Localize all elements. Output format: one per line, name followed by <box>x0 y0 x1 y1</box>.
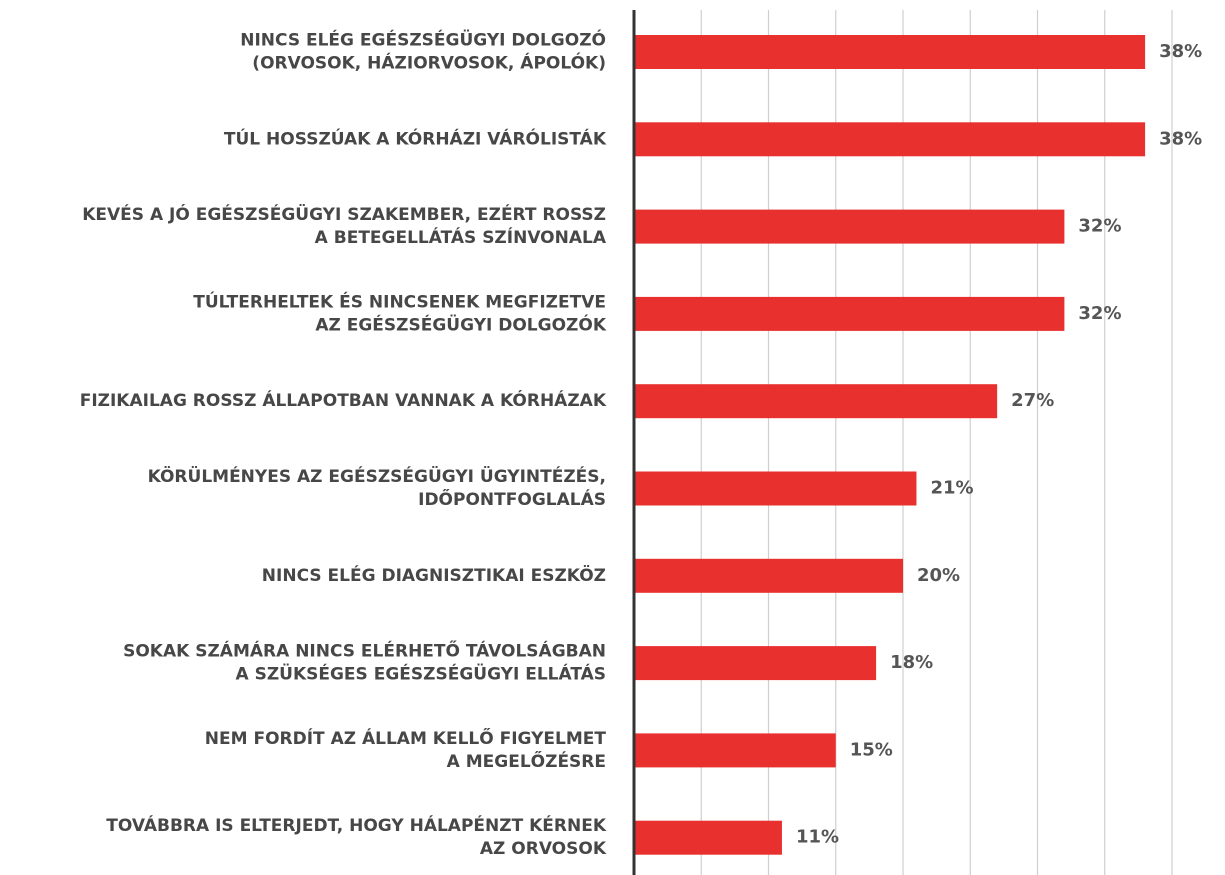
category-label: NINCS ELÉG EGÉSZSÉGÜGYI DOLGOZÓ (ORVOSOK,… <box>240 29 606 74</box>
bar <box>634 209 1065 244</box>
category-label: TÚLTERHELTEK ÉS NINCSENEK MEGFIZETVE AZ E… <box>193 290 607 335</box>
category-label: KEVÉS A JÓ EGÉSZSÉGÜGYI SZAKEMBER, EZÉRT… <box>82 203 607 248</box>
category-line: A SZÜKSÉGES EGÉSZSÉGÜGYI ELLÁTÁS <box>236 663 607 685</box>
category-line: IDŐPONTFOGLALÁS <box>418 488 606 510</box>
value-label: 32% <box>1078 216 1121 237</box>
category-line: TOVÁBBRA IS ELTERJEDT, HOGY HÁLAPÉNZT KÉ… <box>106 814 607 836</box>
value-label: 38% <box>1159 128 1202 149</box>
category-line: SOKAK SZÁMÁRA NINCS ELÉRHETŐ TÁVOLSÁGBAN <box>123 640 606 662</box>
category-line: A BETEGELLÁTÁS SZÍNVONALA <box>315 226 607 248</box>
bar <box>634 35 1146 69</box>
category-line: (ORVOSOK, HÁZIORVOSOK, ÁPOLÓK) <box>252 52 606 74</box>
bar <box>634 384 998 419</box>
category-line: NEM FORDÍT AZ ÁLLAM KELLŐ FIGYELMET <box>205 727 607 749</box>
bar <box>634 471 917 506</box>
category-line: NINCS ELÉG EGÉSZSÉGÜGYI DOLGOZÓ <box>240 29 606 51</box>
value-label: 15% <box>850 739 893 760</box>
category-line: KÖRÜLMÉNYES AZ EGÉSZSÉGÜGYI ÜGYINTÉZÉS, <box>148 465 606 487</box>
value-label: 18% <box>890 652 933 673</box>
bar <box>634 558 903 593</box>
category-label: SOKAK SZÁMÁRA NINCS ELÉRHETŐ TÁVOLSÁGBAN… <box>123 640 606 685</box>
bar <box>634 733 836 768</box>
value-label: 21% <box>930 478 973 499</box>
category-label: TÚL HOSSZÚAK A KÓRHÁZI VÁRÓLISTÁK <box>224 127 607 149</box>
category-label: FIZIKAILAG ROSSZ ÁLLAPOTBAN VANNAK A KÓR… <box>80 389 607 411</box>
category-line: NINCS ELÉG DIAGNISZTIKAI ESZKÖZ <box>262 564 606 586</box>
value-label: 32% <box>1078 303 1121 324</box>
bar <box>634 820 782 855</box>
category-line: FIZIKAILAG ROSSZ ÁLLAPOTBAN VANNAK A KÓR… <box>80 389 607 411</box>
category-label: NEM FORDÍT AZ ÁLLAM KELLŐ FIGYELMET A MEG… <box>205 727 607 772</box>
category-label: KÖRÜLMÉNYES AZ EGÉSZSÉGÜGYI ÜGYINTÉZÉS, I… <box>148 465 606 510</box>
category-label: NINCS ELÉG DIAGNISZTIKAI ESZKÖZ <box>262 564 606 586</box>
category-label: TOVÁBBRA IS ELTERJEDT, HOGY HÁLAPÉNZT KÉ… <box>106 814 607 859</box>
value-label: 20% <box>917 565 960 586</box>
value-label: 38% <box>1159 41 1202 62</box>
bar <box>634 296 1065 331</box>
category-line: AZ ORVOSOK <box>480 839 607 859</box>
category-line: TÚL HOSSZÚAK A KÓRHÁZI VÁRÓLISTÁK <box>224 127 607 149</box>
value-label: 11% <box>796 827 839 848</box>
bar <box>634 646 877 681</box>
bar <box>634 122 1146 157</box>
value-label: 27% <box>1011 390 1054 411</box>
category-line: TÚLTERHELTEK ÉS NINCSENEK MEGFIZETVE <box>193 290 606 312</box>
category-line: AZ EGÉSZSÉGÜGYI DOLGOZÓK <box>315 313 606 335</box>
category-line: A MEGELŐZÉSRE <box>447 750 606 772</box>
category-line: KEVÉS A JÓ EGÉSZSÉGÜGYI SZAKEMBER, EZÉRT… <box>82 203 606 225</box>
